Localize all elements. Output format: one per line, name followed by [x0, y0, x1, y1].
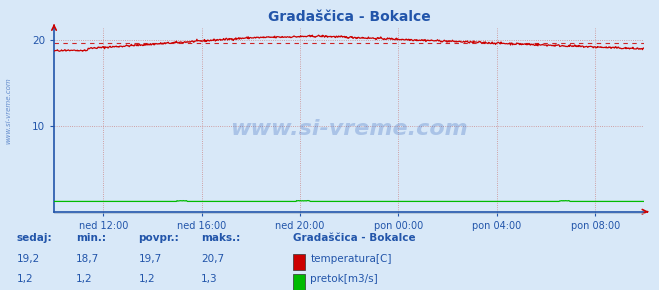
Text: www.si-vreme.com: www.si-vreme.com [5, 77, 11, 144]
Text: min.:: min.: [76, 233, 106, 243]
Text: 19,2: 19,2 [16, 254, 40, 264]
Text: www.si-vreme.com: www.si-vreme.com [230, 119, 468, 139]
Text: pretok[m3/s]: pretok[m3/s] [310, 274, 378, 284]
Text: Gradaščica - Bokalce: Gradaščica - Bokalce [293, 233, 416, 243]
Text: 1,2: 1,2 [138, 274, 155, 284]
Text: sedaj:: sedaj: [16, 233, 52, 243]
Text: temperatura[C]: temperatura[C] [310, 254, 392, 264]
Text: povpr.:: povpr.: [138, 233, 179, 243]
Text: 1,2: 1,2 [76, 274, 92, 284]
Text: 20,7: 20,7 [201, 254, 224, 264]
Text: maks.:: maks.: [201, 233, 241, 243]
Text: 1,3: 1,3 [201, 274, 217, 284]
Title: Gradaščica - Bokalce: Gradaščica - Bokalce [268, 10, 430, 23]
Text: 1,2: 1,2 [16, 274, 33, 284]
Text: 19,7: 19,7 [138, 254, 161, 264]
Text: 18,7: 18,7 [76, 254, 99, 264]
